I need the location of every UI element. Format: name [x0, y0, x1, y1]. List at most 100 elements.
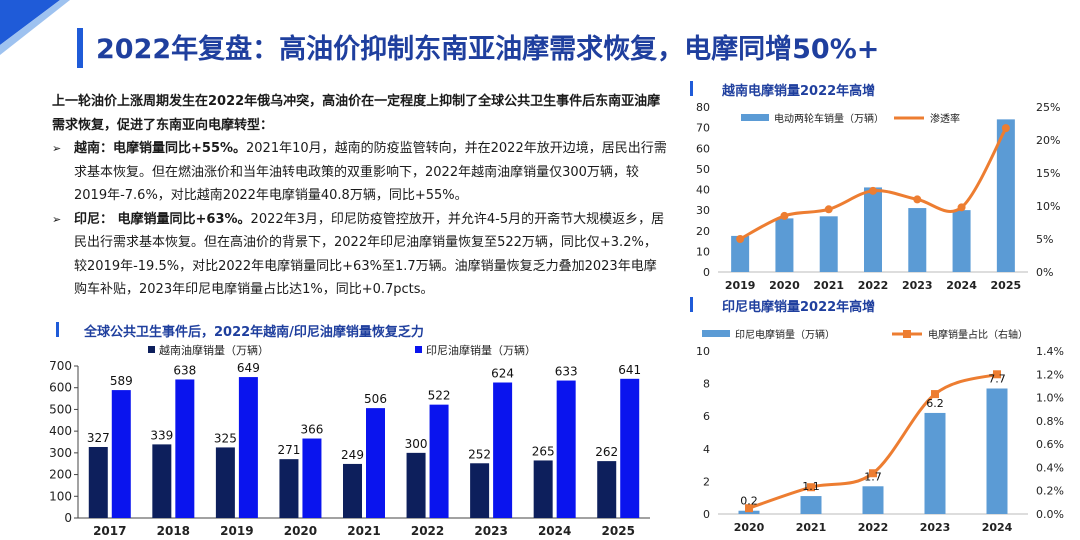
x-tick-label: 2023: [474, 524, 507, 538]
legend-marker: [903, 330, 911, 338]
data-label: 249: [341, 448, 364, 462]
y-left-tick-label: 20: [696, 225, 710, 238]
y-right-tick-label: 0%: [1036, 266, 1053, 279]
x-tick-label: 2022: [858, 521, 889, 534]
data-label: 0.2: [740, 495, 758, 508]
y-right-tick-label: 0.6%: [1036, 438, 1064, 451]
y-left-tick-label: 10: [696, 245, 710, 258]
y-left-tick-label: 2: [703, 475, 710, 488]
bullet-vietnam: ➢ 越南：电摩销量同比+55%。2021年10月，越南的防疫监管转向，并在202…: [52, 137, 667, 208]
data-label: 624: [491, 367, 514, 381]
y-left-tick-label: 4: [703, 443, 710, 456]
y-right-tick-label: 0.2%: [1036, 485, 1064, 498]
chart2-title: 越南电摩销量2022年高增: [722, 84, 876, 99]
x-tick-label: 2022: [411, 524, 444, 538]
line-point: [957, 203, 966, 212]
y-right-tick-label: 1.4%: [1036, 345, 1064, 358]
y-left-tick-label: 70: [696, 122, 710, 135]
x-tick-label: 2022: [858, 279, 889, 292]
line-point: [824, 205, 833, 214]
bar-vietnam: [343, 463, 362, 518]
arrow-bullet-icon: ➢: [52, 142, 62, 155]
y-right-tick-label: 0.4%: [1036, 461, 1064, 474]
x-tick-label: 2025: [602, 524, 635, 538]
bar-indonesia: [493, 382, 513, 518]
y-right-tick-label: 1.0%: [1036, 392, 1064, 405]
data-label: 339: [150, 428, 173, 442]
section-marker: [690, 297, 693, 312]
y-tick-label: 0: [64, 511, 72, 525]
data-label: 252: [468, 447, 491, 461]
data-label: 633: [555, 365, 578, 379]
x-tick-label: 2017: [93, 524, 126, 538]
data-label: 641: [618, 363, 641, 377]
x-tick-label: 2021: [347, 524, 380, 538]
x-tick-label: 2020: [284, 524, 317, 538]
y-tick-label: 400: [49, 424, 72, 438]
legend-swatch-bar: [741, 114, 769, 121]
x-tick-label: 2023: [902, 279, 933, 292]
y-tick-label: 200: [49, 468, 72, 482]
data-label: 638: [173, 363, 196, 377]
y-left-tick-label: 0: [703, 508, 710, 521]
line-point: [913, 195, 922, 204]
bar-vietnam: [533, 460, 553, 518]
y-left-tick-label: 80: [696, 101, 710, 114]
x-tick-label: 2019: [725, 279, 756, 292]
page-title: 2022年复盘：高油价抑制东南亚油摩需求恢复，电摩同增50%+: [96, 34, 880, 65]
bar-vietnam: [88, 446, 108, 518]
bar-vietnam: [215, 447, 235, 518]
arrow-bullet-icon: ➢: [52, 212, 62, 226]
chart-vietnam-ev-sales: 0 10 20 30 40 50 60 70 80 0% 5% 10% 15% 20% 25% 2019 202…: [696, 101, 1060, 292]
y-tick-label: 600: [49, 381, 72, 395]
x-tick-label: 2021: [813, 279, 844, 292]
y-left-tick-label: 60: [696, 142, 710, 155]
bar-indonesia: [366, 408, 385, 518]
y-left-tick-label: 0: [703, 266, 710, 279]
title-accent-bar: [77, 28, 83, 68]
data-label: 300: [405, 437, 428, 451]
bar-ev-sales: [731, 235, 750, 272]
bar-indonesia: [175, 379, 195, 518]
y-right-tick-label: 15%: [1036, 167, 1060, 180]
x-tick-label: 2021: [796, 521, 827, 534]
data-label: 325: [214, 431, 237, 445]
chart3-title: 印尼电摩销量2022年高增: [722, 300, 876, 315]
x-tick-label: 2020: [769, 279, 800, 292]
bullet-indonesia: ➢ 印尼： 电摩销量同比+63%。2022年3月，印尼防疫管控放开，并允许4-5…: [52, 208, 667, 302]
bullet-lead: 印尼： 电摩销量同比+63%。: [74, 211, 251, 227]
y-left-tick-label: 40: [696, 184, 710, 197]
data-label: 327: [87, 431, 110, 445]
bar-indonesia: [556, 380, 576, 518]
bar-ev-sales: [800, 496, 822, 514]
data-label: 649: [237, 361, 260, 375]
bar-indonesia: [111, 390, 131, 518]
bar-vietnam: [279, 459, 299, 518]
bar-ev-sales: [996, 119, 1015, 272]
y-tick-label: 100: [49, 489, 72, 503]
section-marker: [690, 81, 693, 96]
bar-vietnam: [470, 463, 490, 518]
y-tick-label: 700: [49, 359, 72, 373]
bullet-body: 2022年3月，印尼防疫管控放开，并允许4-5月的开斋节大规模返乡，居民出行需求…: [74, 211, 665, 298]
y-right-tick-label: 20%: [1036, 134, 1060, 147]
line-point: [745, 504, 753, 513]
bar-ev-sales: [908, 208, 927, 272]
line-point: [807, 483, 815, 492]
bullet-body: 2021年10月，越南的防疫监管转向，并在2022年放开边境，居民出行需求基本恢…: [74, 141, 667, 203]
bar-ev-sales: [738, 510, 760, 514]
x-tick-label: 2019: [220, 524, 253, 538]
data-label: 589: [110, 374, 133, 388]
x-tick-label: 2020: [734, 521, 765, 534]
legend-label: 电摩销量占比（右轴）: [928, 328, 1028, 341]
chart-oil-motorcycle-sales: 0 100 200 300 400 500 600 700 2017 327 589 2018 339 6…: [49, 343, 650, 538]
line-point: [931, 390, 939, 399]
legend-label: 印尼油摩销量（万辆）: [426, 343, 536, 357]
data-label: 506: [364, 392, 387, 406]
bar-vietnam: [597, 461, 617, 518]
data-label: 1.7: [864, 470, 882, 483]
bar-indonesia: [620, 378, 640, 518]
legend-swatch: [415, 346, 422, 353]
y-right-tick-label: 5%: [1036, 233, 1053, 246]
line-point: [869, 186, 877, 195]
